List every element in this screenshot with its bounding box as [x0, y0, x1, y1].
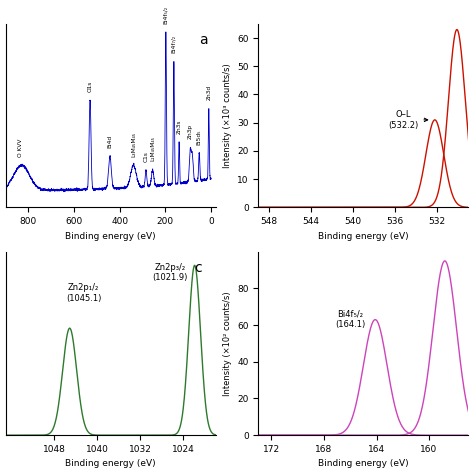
Y-axis label: Intensity (×10³ counts/s): Intensity (×10³ counts/s)	[223, 63, 232, 168]
Y-axis label: Intensity (×10² counts/s): Intensity (×10² counts/s)	[223, 291, 232, 396]
X-axis label: Binding energy (eV): Binding energy (eV)	[65, 459, 156, 468]
Text: O KVV: O KVV	[18, 138, 23, 156]
Text: Bi4f₅/₂
(164.1): Bi4f₅/₂ (164.1)	[335, 310, 365, 329]
Text: Zn2p₁/₂
(1045.1): Zn2p₁/₂ (1045.1)	[66, 283, 101, 303]
Text: Bi4d: Bi4d	[108, 135, 112, 148]
Text: Zn3d: Zn3d	[206, 85, 211, 100]
Text: C1s: C1s	[144, 151, 148, 162]
Text: Zn3s: Zn3s	[177, 119, 182, 134]
X-axis label: Binding energy (eV): Binding energy (eV)	[318, 459, 409, 468]
Text: L₂M₄₅M₄₅: L₂M₄₅M₄₅	[150, 136, 155, 161]
X-axis label: Binding energy (eV): Binding energy (eV)	[318, 232, 409, 241]
Text: Bi5d₅: Bi5d₅	[197, 129, 202, 145]
Text: O–L
(532.2): O–L (532.2)	[388, 110, 428, 129]
Text: Bi4f₇/₂: Bi4f₇/₂	[171, 35, 176, 53]
Text: Bi4f₅/₂: Bi4f₅/₂	[164, 6, 168, 24]
Text: Zn3p: Zn3p	[188, 124, 193, 139]
X-axis label: Binding energy (eV): Binding energy (eV)	[65, 232, 156, 241]
Text: a: a	[199, 33, 208, 47]
Text: c: c	[195, 261, 202, 275]
Text: L₃M₄₅M₄₅: L₃M₄₅M₄₅	[131, 132, 136, 157]
Text: O1s: O1s	[88, 81, 92, 92]
Text: Zn2p₃/₂
(1021.9): Zn2p₃/₂ (1021.9)	[152, 263, 188, 283]
